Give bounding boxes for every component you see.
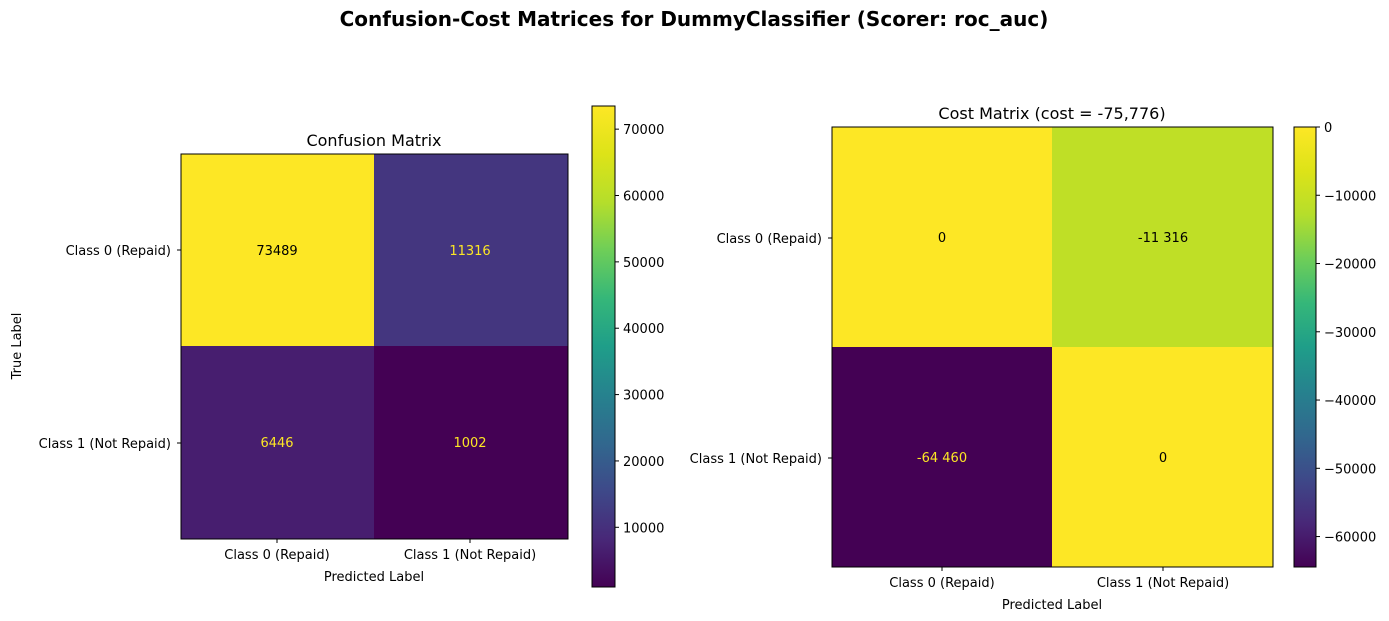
cm-yaxis-label: True Label [10, 313, 25, 381]
cm-colorbar-gradient [592, 106, 615, 587]
cm-colorbar: 10000 20000 30000 40000 50000 60000 70000 [591, 105, 664, 588]
cost-colorbar-tick-label: −60000 [1324, 531, 1376, 546]
cm-colorbar-tick-label: 50000 [623, 256, 664, 271]
confusion-matrix-chart: Confusion Matrix 73489 11316 6446 1002 C… [10, 105, 664, 588]
confusion-matrix-cells [181, 154, 568, 539]
cm-colorbar-ticks: 10000 20000 30000 40000 50000 60000 70000 [615, 123, 664, 536]
cost-cell-1-1 [1052, 347, 1273, 567]
cm-value-1-1: 1002 [453, 436, 486, 451]
cost-colorbar-tick-label: −40000 [1324, 394, 1376, 409]
cost-colorbar: 0 −10000 −20000 −30000 −40000 −50000 −60000 [1293, 121, 1376, 568]
cm-ytick-label-0: Class 0 (Repaid) [66, 244, 171, 259]
cm-colorbar-frame [591, 105, 616, 588]
cm-cell-1-1 [374, 346, 568, 539]
cost-colorbar-ticks: 0 −10000 −20000 −30000 −40000 −50000 −60000 [1316, 121, 1376, 546]
cost-colorbar-tick-label: −50000 [1324, 462, 1376, 477]
cost-xaxis-label: Predicted Label [1002, 598, 1102, 613]
cost-xtick-label-1: Class 1 (Not Repaid) [1097, 576, 1229, 591]
cost-cell-1-0 [832, 347, 1052, 567]
cm-colorbar-tick-label: 40000 [623, 322, 664, 337]
cm-cell-1-0 [181, 346, 374, 539]
cm-cell-0-1 [374, 154, 568, 346]
cost-ytick-label-0: Class 0 (Repaid) [717, 232, 822, 247]
cm-colorbar-tick-label: 60000 [623, 190, 664, 205]
cost-matrix-chart: Cost Matrix (cost = -75,776) 0 -11 316 -… [690, 104, 1377, 613]
cost-cell-0-1 [1052, 127, 1273, 347]
cm-colorbar-tick-label: 20000 [623, 455, 664, 470]
cm-value-0-1: 11316 [449, 244, 490, 259]
cost-matrix-frame [831, 126, 1274, 568]
cost-value-1-0: -64 460 [917, 451, 967, 466]
cost-matrix-title: Cost Matrix (cost = -75,776) [938, 104, 1165, 123]
cm-ytick-label-1: Class 1 (Not Repaid) [39, 437, 171, 452]
cost-value-0-1: -11 316 [1138, 231, 1188, 246]
cost-colorbar-tick-label: 0 [1324, 121, 1332, 136]
figure-title: Confusion-Cost Matrices for DummyClassif… [340, 7, 1049, 31]
confusion-matrix-frame [180, 153, 569, 540]
cost-colorbar-tick-label: −20000 [1324, 258, 1376, 273]
cost-value-1-1: 0 [1159, 451, 1167, 466]
cm-xaxis-label: Predicted Label [324, 570, 424, 585]
cm-colorbar-tick-label: 10000 [623, 521, 664, 536]
cm-value-1-0: 6446 [260, 436, 293, 451]
cm-cell-0-0 [181, 154, 374, 346]
cost-ytick-label-1: Class 1 (Not Repaid) [690, 452, 822, 467]
cm-colorbar-tick-label: 30000 [623, 389, 664, 404]
cm-xtick-label-1: Class 1 (Not Repaid) [404, 548, 536, 563]
cm-xtick-label-0: Class 0 (Repaid) [224, 548, 329, 563]
cost-value-0-0: 0 [938, 231, 946, 246]
cost-xtick-label-0: Class 0 (Repaid) [889, 576, 994, 591]
cm-value-0-0: 73489 [256, 244, 297, 259]
cost-colorbar-frame [1293, 126, 1317, 568]
cm-colorbar-tick-label: 70000 [623, 123, 664, 138]
cost-colorbar-tick-label: −10000 [1324, 189, 1376, 204]
cost-matrix-cells [832, 127, 1273, 567]
cost-colorbar-gradient [1294, 127, 1316, 567]
cost-colorbar-tick-label: −30000 [1324, 326, 1376, 341]
confusion-matrix-title: Confusion Matrix [306, 131, 441, 150]
cost-cell-0-0 [832, 127, 1052, 347]
